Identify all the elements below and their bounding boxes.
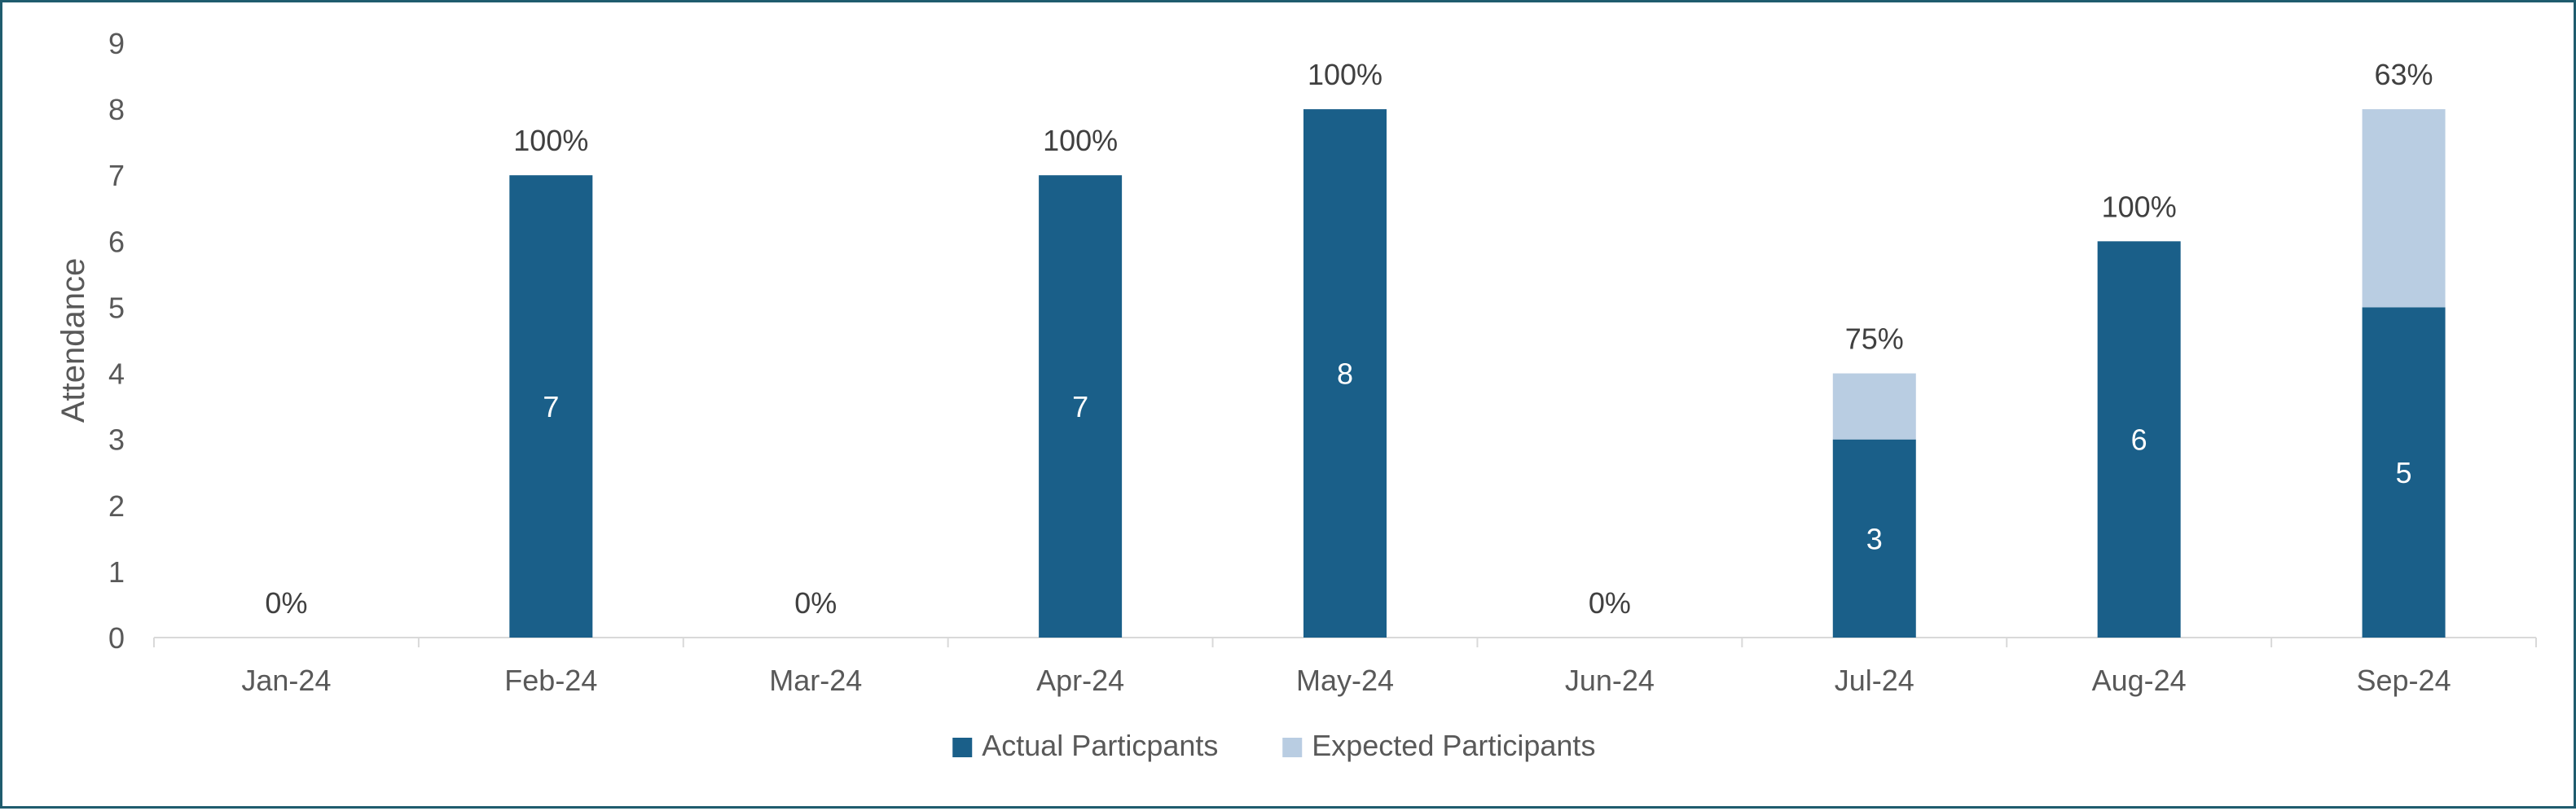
bar-expected <box>1832 373 1916 440</box>
x-axis: Jan-24 Feb-24 Mar-24 Apr-24 May-24 Jun-24 Jul-… <box>153 637 2537 697</box>
bar-value-label: 3 <box>1866 522 1883 555</box>
x-tick-label: Aug-24 <box>2092 664 2187 697</box>
y-tick-label: 7 <box>108 159 125 192</box>
y-tick-label: 4 <box>108 357 125 391</box>
y-tick-label: 9 <box>108 27 125 60</box>
bar-value-label: 7 <box>1072 390 1088 423</box>
y-tick-label: 3 <box>108 423 125 457</box>
bars <box>509 109 2446 638</box>
y-axis-title: Attendance <box>55 258 91 423</box>
data-labels: 0% 7 100% 0% 7 100% 8 100% 0% 3 75% 6 100% 5 63% <box>265 58 2433 620</box>
y-tick-label: 2 <box>108 489 125 523</box>
legend: Actual Particpants Expected Participants <box>952 729 1595 762</box>
y-tick-label: 8 <box>108 93 125 126</box>
bar-value-label: 6 <box>2131 423 2147 457</box>
legend-swatch-expected <box>1282 738 1303 757</box>
bar-actual <box>2097 241 2181 638</box>
y-tick-label: 1 <box>108 555 125 589</box>
percent-label: 63% <box>2375 58 2433 91</box>
x-tick-label: Mar-24 <box>769 664 862 697</box>
legend-label-expected: Expected Participants <box>1312 729 1595 762</box>
percent-label: 100% <box>2102 190 2177 223</box>
y-tick-label: 5 <box>108 291 125 324</box>
bar-actual <box>1832 439 1916 638</box>
bar-value-label: 7 <box>543 390 559 423</box>
legend-swatch-actual <box>952 738 973 757</box>
percent-label: 100% <box>513 124 588 157</box>
x-tick-label: Sep-24 <box>2357 664 2451 697</box>
legend-label-actual: Actual Particpants <box>982 729 1218 762</box>
y-tick-label: 6 <box>108 225 125 258</box>
percent-label: 0% <box>794 586 837 620</box>
x-tick-label: Jun-24 <box>1565 664 1655 697</box>
bar-actual <box>2362 307 2446 638</box>
x-tick-label: Jul-24 <box>1835 664 1914 697</box>
bar-value-label: 8 <box>1337 357 1353 391</box>
bar-expected <box>2362 109 2446 308</box>
percent-label: 100% <box>1308 58 1383 91</box>
bar-actual <box>509 175 593 638</box>
x-tick-label: May-24 <box>1296 664 1394 697</box>
bar-actual <box>1303 109 1387 638</box>
x-tick-label: Apr-24 <box>1036 664 1124 697</box>
percent-label: 100% <box>1043 124 1118 157</box>
x-tick-label: Jan-24 <box>241 664 331 697</box>
x-tick-label: Feb-24 <box>504 664 597 697</box>
y-axis: 0 1 2 3 4 5 6 7 8 9 <box>108 27 125 655</box>
bar-actual <box>1039 175 1123 638</box>
percent-label: 75% <box>1845 322 1904 356</box>
percent-label: 0% <box>1589 586 1631 620</box>
y-tick-label: 0 <box>108 621 125 655</box>
percent-label: 0% <box>265 586 307 620</box>
bar-value-label: 5 <box>2396 456 2412 489</box>
